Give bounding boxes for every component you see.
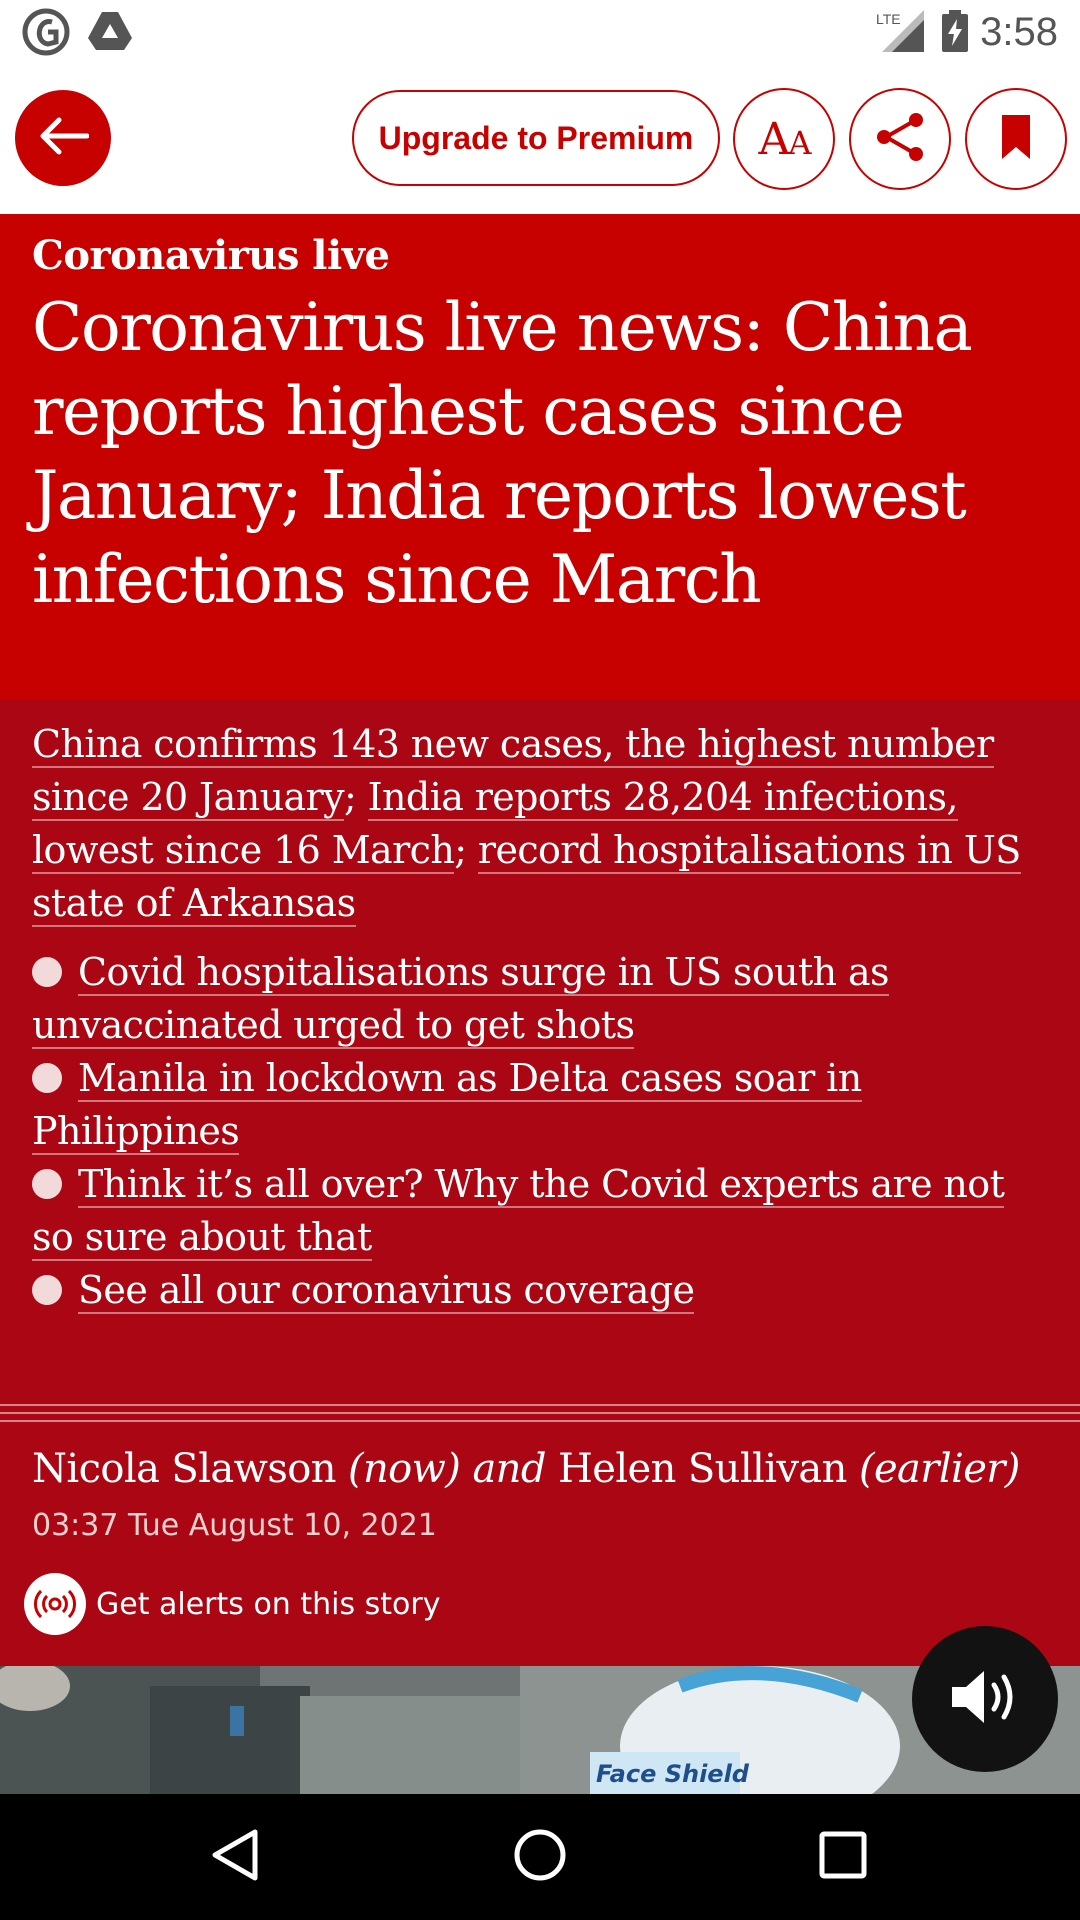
get-alerts-label: Get alerts on this story: [96, 1586, 441, 1622]
divider: [0, 1404, 1080, 1406]
byline: Nicola Slawson (now) and Helen Sullivan …: [32, 1446, 1062, 1492]
share-button[interactable]: [849, 88, 951, 190]
standfirst-link-india[interactable]: India reports 28,204 infections, lowest …: [32, 775, 958, 874]
article-headline: Coronavirus live news: China reports hig…: [32, 289, 973, 618]
text-size-button[interactable]: AA: [733, 88, 835, 190]
svg-text:LTE: LTE: [876, 11, 901, 27]
divider: [0, 1420, 1080, 1422]
back-button[interactable]: [15, 90, 111, 186]
list-item: See all our coronavirus coverage: [32, 1264, 1052, 1317]
divider: [0, 1412, 1080, 1414]
list-item: Covid hospitalisations surge in US south…: [32, 946, 1052, 1052]
bookmark-icon: [1000, 113, 1032, 165]
bullet-dot: [32, 1275, 62, 1305]
nav-back-button[interactable]: [200, 1822, 270, 1892]
broadcast-icon: [24, 1573, 86, 1635]
drive-icon: [88, 12, 132, 54]
arrow-left-icon: [37, 116, 90, 160]
nav-home-icon: [513, 1828, 567, 1886]
standfirst-separator: ;: [454, 828, 478, 872]
byline-note: (earlier): [858, 1446, 1020, 1492]
nav-recents-icon: [819, 1831, 867, 1883]
battery-charging-icon: [942, 10, 968, 56]
standfirst-link-china[interactable]: China confirms 143 new cases, the highes…: [32, 722, 994, 821]
share-icon: [872, 109, 928, 169]
standfirst-section: China confirms 143 new cases, the highes…: [0, 700, 1080, 1666]
status-time: 3:58: [980, 10, 1058, 54]
list-item: Manila in lockdown as Delta cases soar i…: [32, 1052, 1052, 1158]
author-name: Nicola Slawson: [32, 1446, 336, 1492]
get-alerts-button[interactable]: Get alerts on this story: [24, 1572, 440, 1636]
nav-home-button[interactable]: [505, 1822, 575, 1892]
standfirst-link-arkansas[interactable]: record hospitalisations in US state of A…: [32, 828, 1021, 927]
headline-section: Coronavirus live Coronavirus live news: …: [0, 214, 1080, 700]
upgrade-premium-button[interactable]: Upgrade to Premium: [352, 90, 720, 186]
standfirst: China confirms 143 new cases, the highes…: [32, 718, 1052, 930]
listen-audio-button[interactable]: [912, 1626, 1058, 1772]
list-item: Think it’s all over? Why the Covid exper…: [32, 1158, 1052, 1264]
dateline: 03:37 Tue August 10, 2021: [32, 1508, 437, 1543]
article-main-image: Face Shield: [0, 1666, 1080, 1794]
lte-signal-icon: LTE: [876, 10, 924, 56]
related-link[interactable]: Covid hospitalisations surge in US south…: [32, 950, 890, 1049]
text-size-icon: AA: [758, 113, 812, 165]
speaker-icon: [950, 1667, 1020, 1731]
bookmark-button[interactable]: [965, 88, 1067, 190]
related-links-list: Covid hospitalisations surge in US south…: [32, 946, 1052, 1317]
related-link[interactable]: Think it’s all over? Why the Covid exper…: [32, 1162, 1005, 1261]
byline-note: (now): [348, 1446, 461, 1492]
related-link[interactable]: See all our coronavirus coverage: [78, 1268, 695, 1314]
related-link[interactable]: Manila in lockdown as Delta cases soar i…: [32, 1056, 862, 1155]
bullet-dot: [32, 957, 62, 987]
system-nav-bar: [0, 1794, 1080, 1920]
status-bar: LTE 3:58: [0, 0, 1080, 62]
bullet-dot: [32, 1169, 62, 1199]
guardian-app-icon: [22, 8, 70, 60]
author-name: Helen Sullivan: [557, 1446, 847, 1492]
byline-joiner: and: [472, 1446, 546, 1492]
face-shield-text: Face Shield: [596, 1760, 750, 1788]
bullet-dot: [32, 1063, 62, 1093]
nav-back-icon: [211, 1828, 259, 1886]
nav-recents-button[interactable]: [808, 1822, 878, 1892]
section-kicker: Coronavirus live: [32, 232, 390, 279]
article-toolbar: Upgrade to Premium AA: [0, 62, 1080, 214]
standfirst-separator: ;: [343, 775, 368, 819]
